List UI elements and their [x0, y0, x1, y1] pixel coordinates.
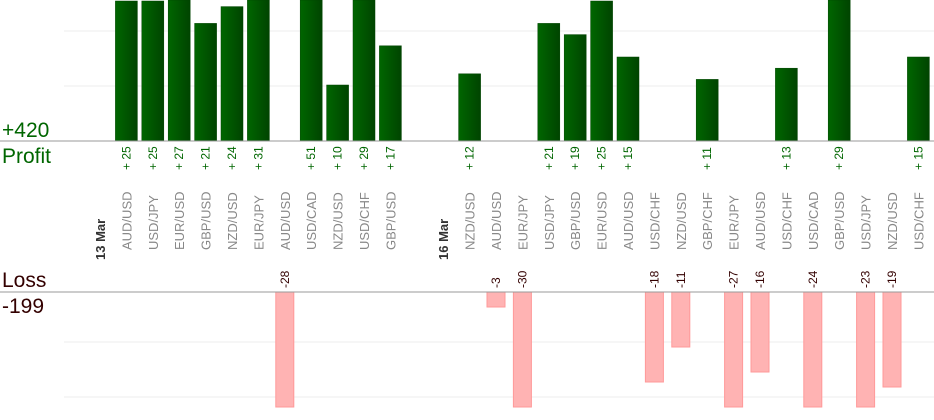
- loss-value-label: -16: [753, 270, 767, 288]
- pair-label: USD/JPY: [542, 195, 557, 250]
- pair-label: EUR/USD: [172, 191, 187, 250]
- profit-value-label: + 25: [595, 146, 609, 170]
- profit-value-label: + 17: [383, 146, 397, 170]
- profit-bar: [695, 79, 719, 142]
- profit-value-label: + 29: [357, 146, 371, 170]
- loss-value-label: -24: [806, 270, 820, 288]
- profit-bar: [907, 56, 930, 142]
- profit-bar: [247, 0, 270, 142]
- profit-bar: [326, 84, 349, 142]
- profit-bar: [352, 0, 376, 142]
- loss-value-label: -23: [859, 270, 873, 288]
- loss-bar: [486, 291, 506, 308]
- profit-bar: [115, 0, 138, 142]
- profit-value-label: + 15: [911, 146, 925, 170]
- pair-label: EUR/JPY: [727, 195, 742, 250]
- profit-bar: [167, 0, 191, 142]
- profit-bar: [563, 34, 587, 142]
- profit-bar: [220, 6, 244, 142]
- pair-label: GBP/USD: [383, 191, 398, 250]
- profit-value-label: + 19: [568, 146, 582, 170]
- profit-value-label: + 10: [331, 146, 345, 170]
- pair-label: GBP/USD: [568, 191, 583, 250]
- profit-bar: [194, 23, 217, 142]
- loss-bar: [803, 291, 823, 408]
- profit-value-label: + 51: [304, 146, 318, 170]
- profit-value-label: + 25: [146, 146, 160, 170]
- pair-label: USD/JPY: [146, 195, 161, 250]
- date-label: 16 Mar: [436, 219, 451, 260]
- pair-label: USD/CHF: [647, 192, 662, 250]
- pair-label: USD/CAD: [304, 191, 319, 250]
- pair-label: GBP/USD: [199, 191, 214, 250]
- pair-label: AUD/USD: [119, 191, 134, 250]
- profit-value-label: + 13: [779, 146, 793, 170]
- pair-label: NZD/USD: [225, 192, 240, 250]
- loss-value-label: -27: [727, 270, 741, 288]
- pair-label: GBP/USD: [832, 191, 847, 250]
- loss-value-label: -30: [515, 270, 529, 288]
- pair-label: EUR/JPY: [515, 195, 530, 250]
- profit-bar: [299, 0, 323, 142]
- pair-label: AUD/USD: [489, 191, 504, 250]
- profit-value-label: + 21: [199, 146, 213, 170]
- profit-value-label: + 27: [172, 146, 186, 170]
- loss-bar: [750, 291, 770, 373]
- pair-label: NZD/USD: [674, 192, 689, 250]
- profit-value-label: + 15: [621, 146, 635, 170]
- loss-label: Loss: [2, 269, 46, 292]
- loss-value-label: -19: [885, 270, 899, 288]
- profit-value-label: + 11: [700, 147, 714, 170]
- loss-value-label: -3: [489, 277, 503, 288]
- date-label: 13 Mar: [93, 219, 108, 260]
- pair-label: USD/JPY: [859, 195, 874, 250]
- pair-label: USD/CHF: [357, 192, 372, 250]
- profit-bar: [537, 23, 561, 142]
- pair-label: AUD/USD: [278, 191, 293, 250]
- profit-bar: [141, 0, 165, 142]
- profit-value-label: + 31: [251, 146, 265, 170]
- pair-label: NZD/USD: [463, 192, 478, 250]
- pair-label: NZD/USD: [331, 192, 346, 250]
- loss-value-label: -18: [647, 270, 661, 288]
- loss-bar: [724, 291, 744, 408]
- profit-total: +420: [2, 119, 49, 142]
- profit-value-label: + 21: [542, 146, 556, 170]
- pair-label: USD/CAD: [806, 191, 821, 250]
- profit-bar: [775, 67, 798, 142]
- pair-label: GBP/CHF: [700, 192, 715, 250]
- profit-value-label: + 12: [463, 146, 477, 170]
- profit-value-label: + 25: [119, 146, 133, 170]
- profit-value-label: + 29: [832, 146, 846, 170]
- profit-bar: [458, 73, 481, 142]
- pair-label: AUD/USD: [753, 191, 768, 250]
- loss-bar: [644, 291, 664, 383]
- pair-label: EUR/USD: [595, 191, 610, 250]
- pair-label: USD/CHF: [911, 192, 926, 250]
- loss-bar: [512, 291, 532, 408]
- pair-label: EUR/JPY: [251, 195, 266, 250]
- loss-bar: [882, 291, 902, 388]
- pair-label: USD/CHF: [779, 192, 794, 250]
- loss-value-label: -11: [674, 271, 688, 288]
- loss-bar: [671, 291, 691, 348]
- pair-label: NZD/USD: [885, 192, 900, 250]
- loss-value-label: -28: [278, 270, 292, 288]
- profit-bar: [827, 0, 851, 142]
- loss-bar: [275, 291, 295, 408]
- profit-bar: [590, 0, 613, 142]
- profit-label: Profit: [2, 145, 51, 168]
- profit-bar: [616, 56, 640, 142]
- profit-bar: [379, 45, 402, 142]
- loss-total: -199: [2, 295, 44, 318]
- loss-bar: [856, 291, 876, 408]
- profit-value-label: + 24: [225, 146, 239, 170]
- pair-label: AUD/USD: [621, 191, 636, 250]
